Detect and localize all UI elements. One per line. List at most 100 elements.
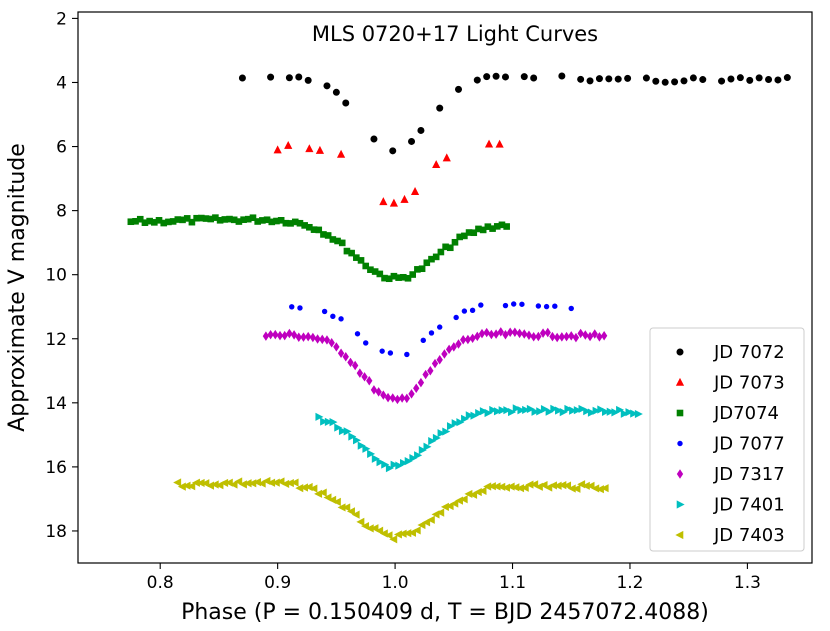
data-point: [376, 458, 385, 467]
data-point: [483, 73, 491, 81]
data-point: [432, 433, 441, 443]
legend-label: JD 7317: [713, 464, 785, 485]
data-point: [502, 329, 509, 340]
data-point: [620, 409, 629, 418]
data-point: [376, 270, 384, 278]
data-point: [572, 484, 581, 493]
data-point: [329, 418, 338, 427]
series-jd-7317: [262, 327, 608, 405]
data-point: [525, 330, 533, 341]
data-point: [783, 74, 791, 82]
data-point: [540, 405, 549, 414]
data-point: [332, 497, 341, 506]
data-point: [324, 417, 333, 426]
data-point: [642, 74, 650, 82]
data-point: [423, 442, 432, 451]
data-point: [634, 409, 643, 419]
data-point: [689, 74, 697, 82]
data-point: [501, 73, 509, 81]
data-point: [453, 314, 459, 321]
data-point: [535, 331, 542, 342]
x-axis-ticks: 0.8 0.9 1.0 1.1 1.2 1.3: [147, 563, 761, 593]
y-tick-label: 10: [45, 266, 67, 286]
data-point: [363, 340, 369, 346]
data-point: [497, 327, 504, 337]
legend-label: JD7074: [713, 403, 779, 424]
data-point: [315, 226, 323, 234]
data-point: [446, 422, 455, 431]
data-point: [330, 313, 336, 319]
data-point: [661, 78, 669, 86]
data-point: [516, 328, 523, 339]
y-tick-label: 4: [56, 73, 67, 93]
data-point: [276, 477, 285, 486]
data-point: [600, 330, 608, 341]
data-point: [455, 339, 462, 349]
data-point: [420, 337, 426, 344]
data-point: [451, 419, 460, 428]
data-point: [451, 238, 459, 246]
data-point: [431, 358, 439, 369]
data-point: [315, 145, 325, 154]
data-point: [489, 405, 498, 415]
data-point: [552, 303, 558, 309]
y-tick-label: 8: [56, 202, 67, 222]
data-point: [318, 488, 327, 497]
data-point: [423, 259, 431, 267]
data-point: [370, 524, 379, 533]
data-point: [559, 408, 568, 417]
data-point: [238, 74, 246, 82]
data-point: [409, 271, 417, 278]
data-point: [460, 335, 467, 345]
legend: JD 7072 JD 7073 JD7074 JD 7077 JD 7317 JD 740…: [649, 327, 805, 552]
data-point: [351, 510, 360, 519]
data-point: [380, 390, 387, 400]
plot-marks: [127, 72, 791, 544]
data-point: [587, 408, 596, 417]
data-point: [408, 389, 415, 399]
data-point: [586, 481, 595, 490]
data-point: [495, 139, 504, 148]
y-tick-label: 18: [45, 522, 67, 542]
data-point: [446, 244, 454, 252]
data-point: [404, 457, 413, 466]
data-point: [285, 74, 293, 82]
data-point: [332, 88, 340, 96]
data-point: [362, 262, 370, 270]
data-point: [356, 368, 364, 378]
data-point: [375, 387, 382, 397]
data-point: [410, 187, 420, 195]
data-point: [289, 304, 295, 310]
data-point: [492, 72, 500, 80]
data-point: [272, 329, 279, 340]
data-point: [267, 329, 274, 340]
data-point: [281, 330, 288, 341]
data-point: [755, 74, 763, 82]
data-point: [577, 75, 585, 83]
data-point: [461, 308, 468, 314]
data-point: [336, 149, 346, 158]
data-point: [257, 479, 266, 488]
data-point: [367, 449, 376, 458]
data-point: [606, 407, 615, 416]
data-point: [342, 99, 350, 107]
data-point: [418, 446, 427, 455]
data-point: [459, 495, 468, 504]
data-point: [432, 253, 440, 261]
data-point: [371, 454, 380, 463]
data-point: [370, 385, 378, 395]
data-point: [625, 408, 634, 417]
data-point: [309, 332, 317, 343]
y-axis-label: Approximate V magnitude: [5, 143, 30, 432]
data-point: [549, 331, 556, 342]
data-point: [531, 407, 540, 416]
data-point: [602, 407, 610, 416]
data-point: [577, 328, 584, 339]
data-point: [572, 332, 580, 343]
data-point: [347, 357, 354, 368]
data-point: [408, 137, 416, 145]
data-point: [441, 349, 448, 359]
data-point: [187, 482, 196, 491]
data-point: [315, 412, 324, 421]
